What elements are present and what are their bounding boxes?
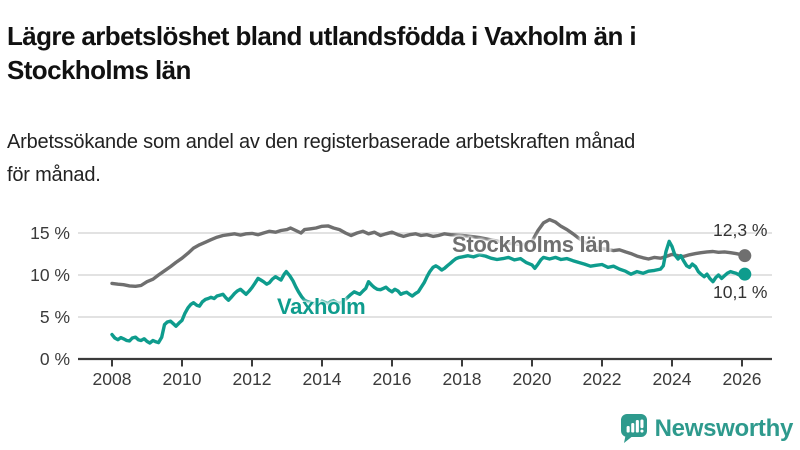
y-tick-label: 0 % (40, 349, 70, 369)
y-tick-label: 10 % (30, 265, 70, 285)
x-tick-label: 2012 (233, 369, 272, 389)
x-tick-label: 2026 (723, 369, 762, 389)
end-value-label-vaxholm: 10,1 % (713, 282, 768, 302)
end-value-label-stockholms-lan: 12,3 % (713, 220, 768, 240)
x-tick-label: 2010 (163, 369, 202, 389)
y-tick-label: 5 % (40, 307, 70, 327)
page-title: Lägre arbetslöshet bland utlandsfödda i … (7, 19, 793, 87)
series-line-vaxholm (110, 239, 747, 345)
y-tick-label: 15 % (30, 223, 70, 243)
x-tick-label: 2014 (303, 369, 342, 389)
subtitle-line-1: Arbetssökande som andel av den registerb… (7, 131, 636, 153)
newsworthy-chart-bubble-icon (620, 414, 647, 443)
x-tick-label: 2018 (443, 369, 482, 389)
title-line-1: Lägre arbetslöshet bland utlandsfödda i … (7, 21, 637, 52)
x-tick-label: 2022 (583, 369, 622, 389)
end-dot-stockholms-lan (738, 249, 752, 263)
newsworthy-logo[interactable]: Newsworthy (620, 413, 793, 444)
title-line-2: Stockholms län (7, 55, 191, 86)
end-dot-vaxholm (738, 267, 752, 281)
series-line-stockholms-lan (110, 217, 747, 288)
series-label-stockholms-lan: Stockholms län (452, 232, 611, 257)
x-tick-label: 2016 (373, 369, 412, 389)
chart-subtitle: Arbetssökande som andel av den registerb… (7, 126, 793, 192)
x-tick-label: 2020 (513, 369, 552, 389)
subtitle-line-2: för månad. (7, 164, 101, 186)
x-tick-label: 2024 (653, 369, 692, 389)
newsworthy-logo-text: Newsworthy (654, 414, 794, 442)
series-label-vaxholm: Vaxholm (277, 294, 366, 319)
x-tick-label: 2008 (93, 369, 132, 389)
